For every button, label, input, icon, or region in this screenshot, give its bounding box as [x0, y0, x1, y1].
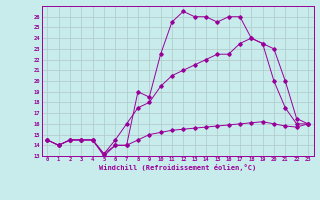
X-axis label: Windchill (Refroidissement éolien,°C): Windchill (Refroidissement éolien,°C) [99, 164, 256, 171]
